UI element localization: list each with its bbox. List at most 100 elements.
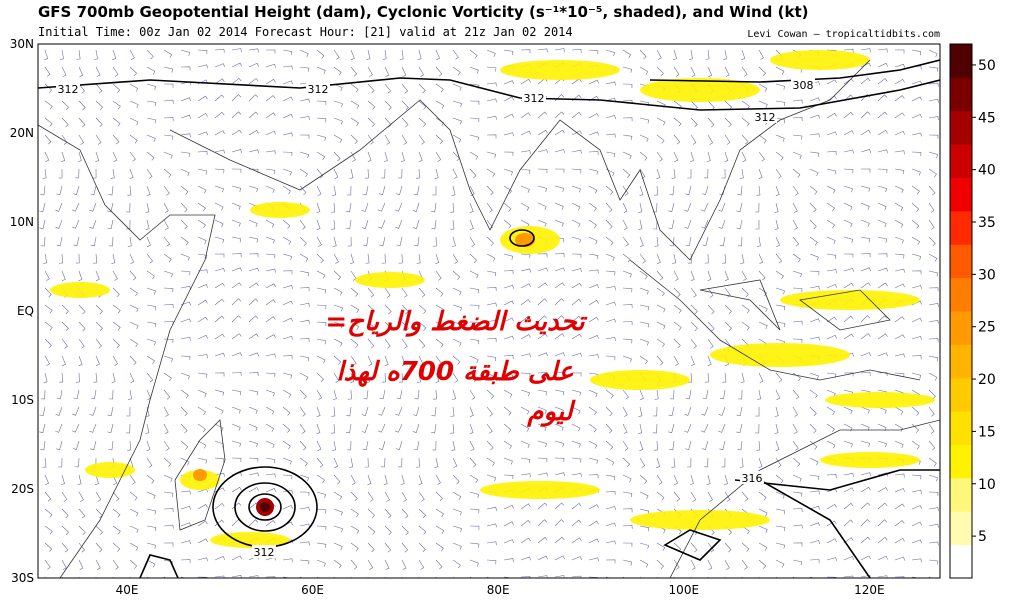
barb (435, 134, 444, 144)
barb (112, 491, 120, 502)
barb (701, 185, 709, 196)
barb (452, 355, 461, 365)
barb (809, 440, 818, 450)
barb (775, 491, 785, 499)
barb (180, 270, 191, 276)
barb (758, 253, 764, 264)
barb (758, 508, 768, 517)
barb (74, 457, 80, 468)
barb (282, 317, 293, 323)
barb (605, 355, 616, 361)
contour-label: 312 (254, 546, 275, 559)
barb (71, 202, 80, 212)
barb (537, 298, 548, 306)
barb (894, 406, 904, 415)
barb (571, 556, 582, 561)
barb (700, 202, 709, 212)
barb (265, 520, 276, 527)
barb (282, 185, 291, 195)
barb (826, 557, 837, 562)
barb (486, 287, 497, 291)
barb (503, 284, 514, 289)
barb (520, 268, 531, 273)
barb (40, 389, 46, 400)
barb (877, 78, 888, 85)
barb (588, 284, 599, 289)
barb (265, 488, 276, 493)
barb (197, 334, 208, 340)
barb (503, 80, 514, 85)
barb (197, 284, 208, 289)
barb (282, 80, 293, 85)
barb (520, 150, 531, 155)
barb (605, 286, 616, 291)
barb (669, 185, 675, 196)
barb (378, 202, 386, 212)
barb (928, 559, 939, 565)
barb (316, 542, 327, 548)
barb (231, 236, 242, 243)
barb (554, 440, 565, 448)
barb (61, 355, 66, 366)
barb (384, 338, 391, 349)
barb (775, 508, 786, 515)
barb (248, 352, 259, 357)
barb (282, 389, 292, 398)
barb (928, 82, 939, 87)
barb (860, 236, 871, 243)
barb (669, 440, 675, 451)
barb (108, 236, 114, 247)
barb (588, 474, 599, 479)
barb (809, 336, 820, 341)
barb (877, 129, 888, 136)
barb (775, 83, 786, 90)
barb (605, 270, 616, 276)
barb (396, 185, 403, 196)
barb (739, 168, 744, 179)
barb (792, 134, 803, 140)
barb (639, 525, 650, 532)
barb (690, 542, 698, 553)
barb (231, 94, 242, 102)
barb (180, 389, 189, 399)
barb (129, 355, 137, 366)
barb (333, 83, 343, 92)
barb (685, 389, 692, 400)
barb (809, 540, 820, 545)
barb (877, 575, 888, 578)
barb (928, 66, 939, 72)
barb (877, 440, 887, 448)
barb (622, 117, 633, 122)
barb (860, 406, 870, 414)
barb (126, 219, 131, 230)
barb (265, 78, 276, 85)
lon-label: 120E (854, 583, 885, 597)
barb (894, 473, 905, 478)
barb (180, 457, 190, 466)
barb (673, 270, 679, 281)
barb (434, 457, 439, 468)
barb (127, 440, 132, 451)
barb (741, 559, 748, 570)
barb (129, 100, 139, 109)
barb (56, 236, 63, 247)
barb (673, 321, 682, 331)
barb (843, 111, 854, 119)
barb (605, 474, 616, 481)
barb (877, 372, 888, 377)
barb (299, 338, 310, 343)
colorbar-band (950, 544, 972, 579)
barb (398, 168, 403, 179)
barb (61, 491, 68, 502)
barb (61, 151, 66, 162)
barb (44, 321, 53, 331)
barb (894, 112, 905, 119)
barb (231, 457, 242, 462)
barb (571, 253, 582, 258)
barb (826, 269, 837, 274)
barb (435, 474, 441, 485)
barb (571, 440, 581, 448)
barb (639, 151, 648, 161)
barb (61, 100, 69, 111)
barb (197, 440, 207, 449)
